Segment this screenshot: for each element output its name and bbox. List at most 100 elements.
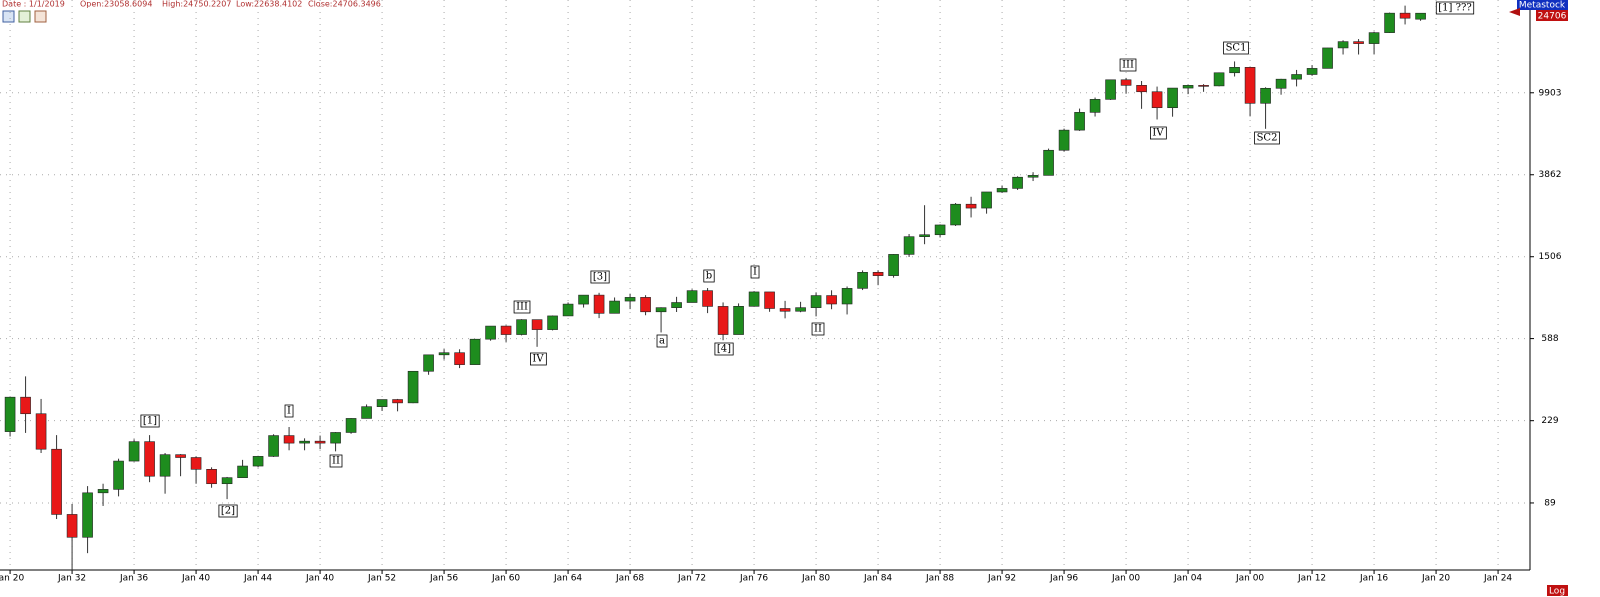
x-tick-label: Jan 00 bbox=[1235, 574, 1264, 584]
x-tick-label: Jan 20 bbox=[0, 574, 24, 584]
annotation-box bbox=[1119, 58, 1137, 72]
candle-body bbox=[764, 291, 775, 309]
toolbar-icons[interactable] bbox=[2, 10, 47, 23]
candle-body bbox=[965, 203, 977, 209]
x-tick-label: Jan 52 bbox=[367, 574, 396, 584]
x-tick-label: Jan 32 bbox=[57, 574, 86, 584]
candle-body bbox=[221, 477, 233, 485]
x-tick-label: Jan 60 bbox=[491, 574, 520, 584]
annotation-box bbox=[530, 352, 547, 366]
candle-body bbox=[686, 290, 698, 303]
candle-body bbox=[655, 307, 667, 313]
annotation: [4] bbox=[717, 344, 731, 355]
candle-body bbox=[113, 460, 124, 490]
candle-body bbox=[454, 352, 465, 365]
annotation: [1] ??? bbox=[1438, 3, 1471, 14]
candle-body bbox=[1384, 12, 1395, 33]
icon[interactable] bbox=[34, 10, 47, 23]
candle-body bbox=[1399, 12, 1411, 19]
x-tick-label: Jan 68 bbox=[615, 574, 644, 584]
annotation-box bbox=[513, 300, 531, 314]
header-low: Low:22638.4102 bbox=[236, 0, 302, 9]
candle-body bbox=[283, 435, 295, 444]
x-tick-label: Jan 16 bbox=[1359, 574, 1388, 584]
x-tick-label: Jan 64 bbox=[553, 574, 582, 584]
annotation-box bbox=[656, 334, 668, 348]
candle-body bbox=[1353, 41, 1364, 44]
candle-body bbox=[144, 441, 155, 477]
x-tick-label: Jan 80 bbox=[801, 574, 830, 584]
annotation: IV bbox=[532, 354, 544, 365]
candle-body bbox=[1167, 87, 1178, 109]
annotation-box bbox=[1254, 131, 1280, 145]
candle-body bbox=[810, 295, 822, 308]
candle-body bbox=[733, 306, 744, 335]
candle-body bbox=[469, 338, 481, 365]
x-tick-label: Jan 44 bbox=[243, 574, 272, 584]
candle-body bbox=[531, 319, 543, 330]
icon[interactable] bbox=[18, 10, 31, 23]
log-label[interactable]: Log bbox=[1549, 587, 1565, 597]
candle-body bbox=[1182, 85, 1194, 89]
candle-body bbox=[190, 457, 202, 470]
annotation-box bbox=[714, 342, 734, 356]
candle-body bbox=[1058, 129, 1070, 151]
header-high: High:24750.2207 bbox=[162, 0, 231, 9]
candle-body bbox=[1198, 85, 1209, 87]
candle-body bbox=[841, 288, 853, 305]
last-price: 24706 bbox=[1538, 12, 1567, 22]
candle-body bbox=[299, 440, 310, 444]
icon[interactable] bbox=[2, 10, 15, 23]
candle-body bbox=[1213, 72, 1225, 87]
x-tick-label: Jan 00 bbox=[1111, 574, 1140, 584]
x-tick-label: Jan 92 bbox=[987, 574, 1016, 584]
candle-body bbox=[1074, 112, 1085, 131]
candle-body bbox=[485, 325, 496, 340]
annotation: [3] bbox=[593, 272, 607, 283]
candle-body bbox=[717, 306, 729, 335]
candle-body bbox=[345, 418, 357, 433]
annotation-box bbox=[1150, 126, 1167, 140]
candle-body bbox=[159, 454, 171, 477]
candle-body bbox=[547, 315, 558, 330]
candle-body bbox=[624, 297, 636, 302]
candle-body bbox=[562, 303, 574, 317]
candle-body bbox=[779, 308, 791, 312]
header-open: Open:23058.6094 bbox=[80, 0, 152, 9]
y-tick-label: 229 bbox=[1541, 416, 1558, 426]
candle-body bbox=[996, 188, 1008, 193]
candle-body bbox=[1120, 79, 1132, 86]
candle-body bbox=[1027, 175, 1039, 178]
x-tick-label: Jan 76 bbox=[739, 574, 768, 584]
annotation-box bbox=[590, 270, 610, 284]
candle-body bbox=[1151, 91, 1163, 109]
candle-body bbox=[20, 396, 31, 415]
x-tick-label: Jan 04 bbox=[1173, 574, 1202, 584]
candle-body bbox=[1244, 67, 1256, 104]
candle-body bbox=[950, 203, 961, 226]
candle-body bbox=[330, 432, 341, 444]
candle-body bbox=[640, 297, 651, 313]
candle-body bbox=[35, 413, 47, 450]
candle-body bbox=[376, 399, 388, 407]
annotation: I bbox=[753, 267, 757, 278]
x-tick-label: Jan 96 bbox=[1049, 574, 1078, 584]
header-date: Date : 1/1/2019 bbox=[2, 0, 65, 9]
candle-body bbox=[1260, 87, 1271, 104]
y-tick-label: 89 bbox=[1544, 498, 1556, 508]
x-tick-label: Jan 40 bbox=[181, 574, 210, 584]
candle-body bbox=[438, 352, 450, 356]
price-arrow bbox=[1509, 8, 1520, 16]
candle-body bbox=[252, 456, 264, 467]
candle-body bbox=[671, 302, 682, 308]
candle-body bbox=[407, 370, 419, 404]
candle-body bbox=[392, 399, 403, 404]
candle-body bbox=[609, 300, 620, 314]
candle-body bbox=[795, 307, 806, 312]
log-box[interactable] bbox=[1547, 585, 1568, 596]
candle-body bbox=[934, 224, 946, 236]
candle-body bbox=[748, 291, 760, 307]
annotation: SC1 bbox=[1226, 43, 1247, 54]
annotation-box bbox=[811, 322, 825, 336]
